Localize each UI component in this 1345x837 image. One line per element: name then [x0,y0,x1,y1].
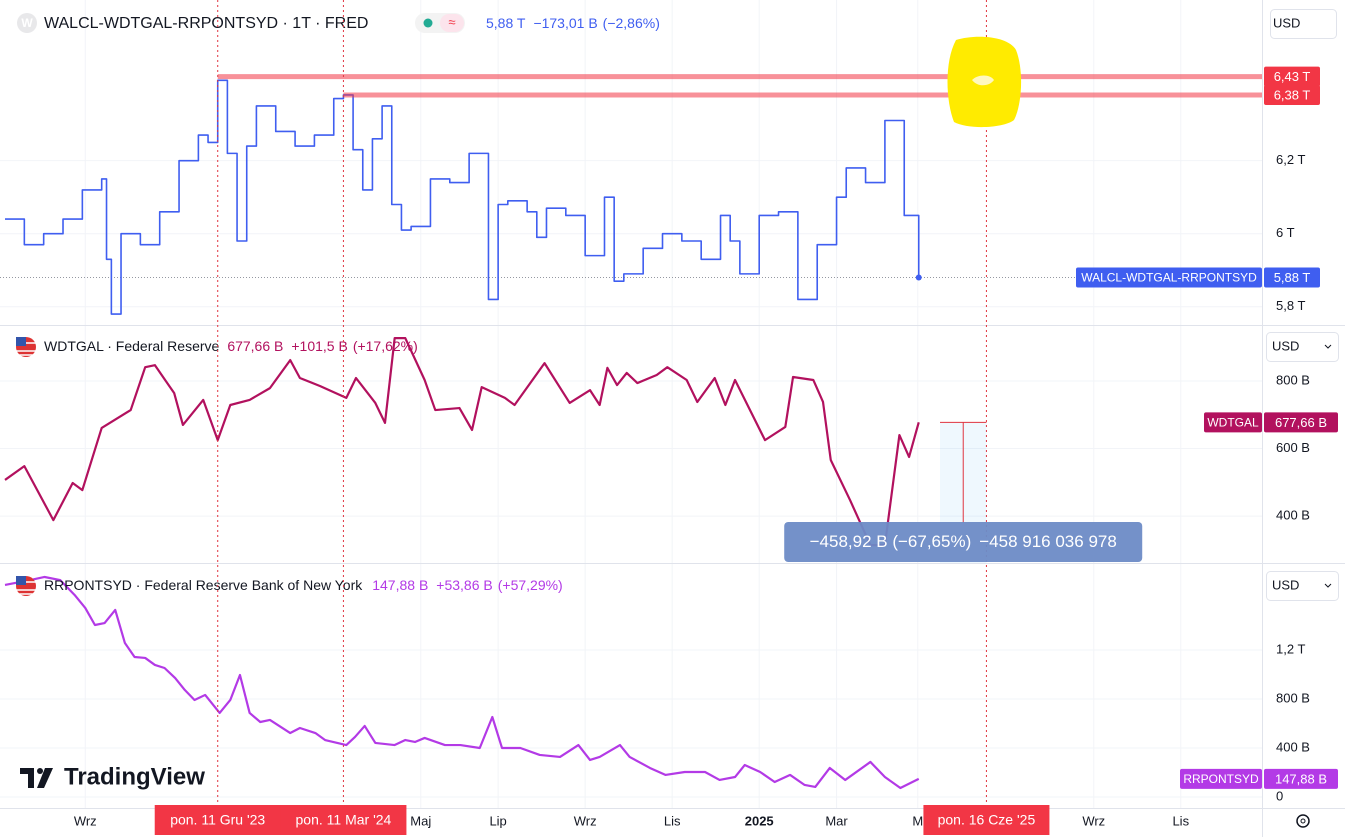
logo-icon [20,768,53,788]
x-tick-label: M [912,813,923,828]
currency-label: USD [1272,338,1299,353]
legend-value: 677,66 B [227,338,283,354]
plot [0,74,1262,790]
x-tick-label: Wrz [1082,813,1105,828]
price-tag [1264,768,1338,789]
series-line [5,79,920,315]
marker-label: pon. 11 Mar '24 [296,812,392,828]
symbol-icon[interactable] [17,13,37,33]
legend-title: WALCL-WDTGAL-RRPONTSYD · 1T · FRED [44,15,368,32]
marker-tag [923,805,1050,835]
measure-text: −458,92 B (−67,65%) −458 916 036 978 [810,532,1117,551]
legend-percent: (+57,29%) [498,577,563,593]
y-tick-label: 6,2 T [1276,152,1305,167]
x-tick-label: Wrz [74,813,97,828]
y-tick-label: 0 [1276,788,1283,803]
overlay: pon. 11 Gru '23 pon. 11 Mar '24 pon. 16 Cz… [154,0,1143,835]
price-tag-label: 6,38 T [1274,87,1311,102]
y-tick-label: 400 B [1276,739,1310,754]
last-point [915,274,922,281]
price-tag [1264,412,1338,433]
x-tick-label: Lip [489,813,506,828]
currency-button[interactable] [1266,332,1339,362]
price-tag [1264,66,1320,87]
status-dot [423,18,433,28]
x-tick-label: Mar [825,813,848,828]
legend[interactable]: WALCL-WDTGAL-RRPONTSYD · 1T · FRED [44,15,368,32]
legend-percent: (+17,62%) [353,338,418,354]
x-tick-label: Wrz [574,813,597,828]
legend[interactable]: WDTGAL · Federal Reserve 677,66 B +101,5 B… [44,338,418,354]
currency-button[interactable] [1266,571,1339,601]
settings-icon[interactable] [1296,814,1310,828]
x-tick-label: 2025 [745,813,774,828]
legend-change: −173,01 B [533,15,597,31]
currency-label: USD [1273,15,1300,30]
marker-tag [280,805,407,835]
flag-icon [16,576,36,596]
legend-value: 147,88 B [372,577,428,593]
y-tick-label: 400 B [1276,508,1310,523]
series-name-tag [1180,768,1262,789]
legend-value: 5,88 T [486,15,526,31]
price-tag-label: 5,88 T [1274,270,1311,285]
marker-tag [154,805,281,835]
price-tag [1264,267,1320,288]
currency-button[interactable] [1270,9,1337,39]
status-delay [440,14,464,32]
symbol-icon-letter: W [21,16,33,30]
price-tag-label: 147,88 B [1275,771,1327,786]
measure-raw: −458 916 036 978 [979,532,1117,551]
series-name-label: WDTGAL [1207,416,1259,430]
flag-icon [16,337,36,357]
marker-label: pon. 16 Cze '25 [938,812,1036,828]
x-tick-label: Lis [664,813,681,828]
delay-icon: ≈ [448,14,455,29]
y-tick-label: 800 B [1276,372,1310,387]
series-name-label: WALCL-WDTGAL-RRPONTSYD [1081,271,1257,285]
legend-values: 5,88 T −173,01 B (−2,86%) [486,15,660,31]
legend-change: +101,5 B [291,338,347,354]
y-tick-label: 600 B [1276,440,1310,455]
x-tick-label: Lis [1172,813,1189,828]
price-tag-label: 677,66 B [1275,415,1327,430]
legend-title: RRPONTSYD · Federal Reserve Bank of New … [44,577,363,593]
series-line [4,575,920,790]
y-tick-label: 1,2 T [1276,641,1305,656]
y-tick-label: 800 B [1276,690,1310,705]
y-tick-label: 5,8 T [1276,298,1305,313]
series-line [4,337,920,547]
x-tick-label: Maj [410,813,431,828]
series-name-tag [1076,267,1262,288]
series-name-label: RRPONTSYD [1183,772,1259,786]
legend-percent: (−2,86%) [603,15,660,31]
measure-label: −458,92 B (−67,65%) [810,532,972,551]
legend-change: +53,86 B [436,577,492,593]
series-name-tag [1204,412,1262,433]
chevron [1324,344,1332,349]
marker-label: pon. 11 Gru '23 [170,812,265,828]
highlight-annotation [947,36,1022,128]
legend-title: WDTGAL · Federal Reserve [44,338,220,354]
logo: TradingView [64,763,205,790]
currency-label: USD [1272,577,1299,592]
y-tick-label: 6 T [1276,225,1295,240]
price-tag [1264,84,1320,105]
legend[interactable]: RRPONTSYD · Federal Reserve Bank of New … [44,577,563,593]
chevron [1324,583,1332,588]
measure-box [784,522,1143,562]
price-tag-label: 6,43 T [1274,69,1311,84]
